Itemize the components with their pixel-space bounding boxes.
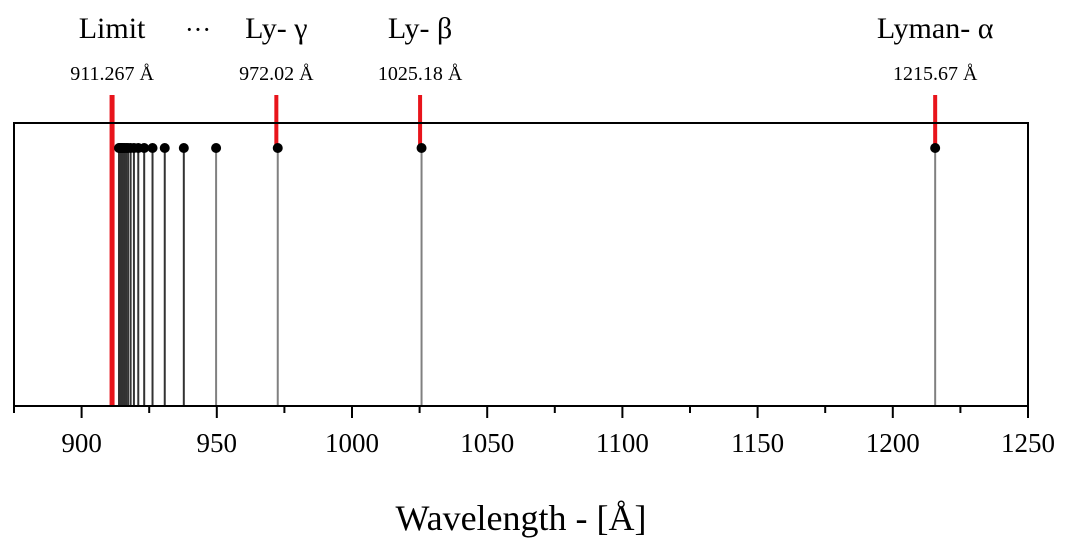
spectral-line-point xyxy=(211,143,222,153)
x-tick-label: 1000 xyxy=(325,428,379,458)
series-annotation-value: 1215.67 Å xyxy=(893,63,978,85)
series-ellipsis: ··· xyxy=(185,15,211,44)
spectral-line-point xyxy=(272,143,283,153)
series-annotation-name: Lyman- α xyxy=(877,12,994,45)
x-tick-label: 1150 xyxy=(731,428,784,458)
x-tick-label: 1100 xyxy=(596,428,649,458)
spectral-line-point xyxy=(416,143,427,153)
x-tick-label: 1250 xyxy=(1001,428,1055,458)
x-tick-label: 1050 xyxy=(460,428,514,458)
x-tick-label: 900 xyxy=(61,428,102,458)
series-annotation-value: 972.02 Å xyxy=(239,63,314,85)
series-annotation-name: Ly- β xyxy=(388,12,452,45)
series-annotations: Limit 911.267 Å Ly- γ 972.02 Å Ly- β 1025.18 … xyxy=(70,12,994,85)
spectral-line-point xyxy=(147,143,158,153)
series-annotation-name: Limit xyxy=(79,12,146,45)
data-points xyxy=(113,143,941,153)
x-tick-labels: 900 950 1000 1050 1100 1150 1200 1250 xyxy=(61,428,1055,458)
spectral-line-point xyxy=(930,143,941,153)
plot-frame xyxy=(13,122,1029,407)
x-axis-ticks xyxy=(13,406,1029,418)
series-annotation-name: Ly- γ xyxy=(245,12,307,45)
series-annotation-value: 1025.18 Å xyxy=(378,63,463,85)
spectral-line-point xyxy=(113,143,124,153)
x-tick-label: 950 xyxy=(197,428,238,458)
series-marker-lines xyxy=(109,95,938,406)
x-tick-label: 1200 xyxy=(866,428,920,458)
series-annotation-value: 911.267 Å xyxy=(70,63,154,85)
x-axis-label: Wavelength - [Å] xyxy=(396,498,647,538)
spectral-line-point xyxy=(178,143,189,153)
spectral-line-stems xyxy=(117,148,937,406)
spectral-line-point xyxy=(159,143,170,153)
